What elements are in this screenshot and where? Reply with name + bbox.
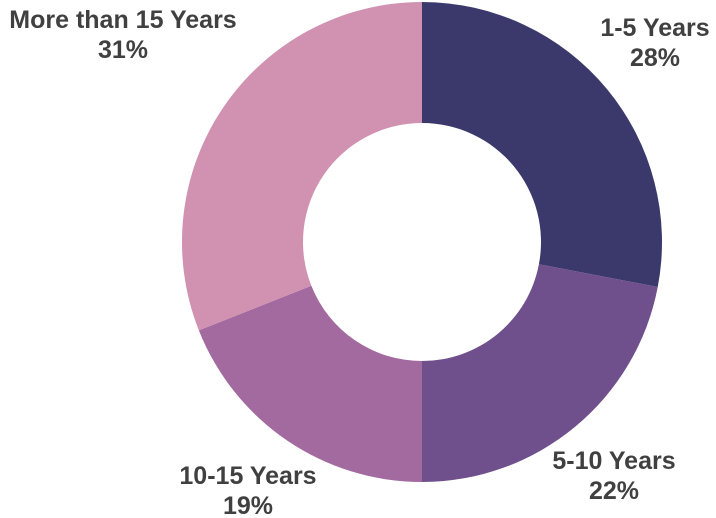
segment-label-text: 5-10 Years <box>552 447 676 475</box>
segment-label-5-10-years: 5-10 Years 22% <box>538 446 690 506</box>
segment-label-more-than-15-years: More than 15 Years 31% <box>0 5 246 65</box>
segment-label-text: 10-15 Years <box>179 462 317 490</box>
segment-5-10-years <box>422 264 658 482</box>
segment-1-5-years <box>422 2 662 287</box>
segment-more-than-15-years <box>181 2 422 331</box>
segment-label-1-5-years: 1-5 Years 28% <box>579 13 716 73</box>
segment-label-text: More than 15 Years <box>9 6 237 34</box>
segment-percent-text: 22% <box>588 477 640 505</box>
segment-percent-text: 28% <box>629 44 681 72</box>
segment-percent-text: 31% <box>97 36 149 64</box>
segment-label-text: 1-5 Years <box>600 14 710 42</box>
segment-label-10-15-years: 10-15 Years 19% <box>172 461 324 518</box>
segment-percent-text: 19% <box>222 492 274 518</box>
segment-10-15-years <box>198 285 422 482</box>
